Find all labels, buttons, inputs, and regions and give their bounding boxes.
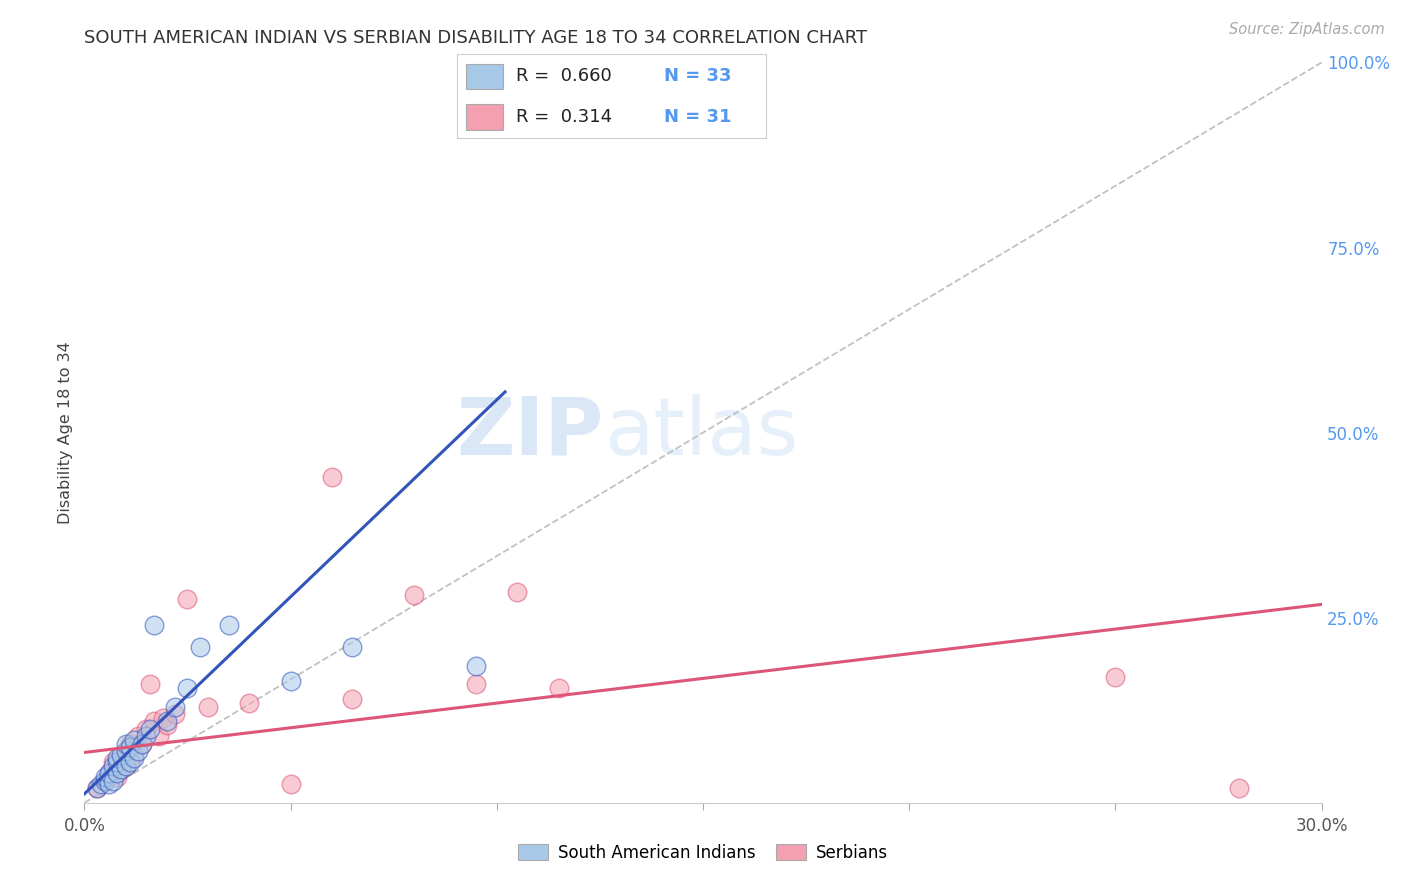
Point — [94, 773, 117, 788]
Point — [135, 722, 157, 736]
Point — [1227, 780, 1250, 795]
Point — [110, 763, 132, 777]
Point — [98, 766, 121, 780]
Point — [105, 755, 128, 769]
Text: atlas: atlas — [605, 393, 799, 472]
Point — [110, 747, 132, 762]
Text: R =  0.314: R = 0.314 — [516, 108, 612, 126]
Text: Source: ZipAtlas.com: Source: ZipAtlas.com — [1229, 22, 1385, 37]
Point — [547, 681, 569, 695]
Text: ZIP: ZIP — [457, 393, 605, 472]
Point — [122, 747, 145, 762]
Point — [156, 714, 179, 729]
Point — [143, 618, 166, 632]
Point — [280, 673, 302, 688]
Point — [280, 777, 302, 791]
Point — [114, 758, 136, 772]
Point — [131, 737, 153, 751]
Point — [139, 722, 162, 736]
Point — [90, 777, 112, 791]
Point — [94, 773, 117, 788]
Point — [165, 706, 187, 721]
Point — [165, 699, 187, 714]
Point — [321, 470, 343, 484]
Point — [176, 592, 198, 607]
Point — [86, 780, 108, 795]
Point — [98, 766, 121, 780]
Point — [465, 658, 488, 673]
Point — [176, 681, 198, 695]
Point — [143, 714, 166, 729]
Point — [342, 640, 364, 655]
Point — [114, 758, 136, 772]
Point — [404, 589, 426, 603]
Y-axis label: Disability Age 18 to 34: Disability Age 18 to 34 — [58, 342, 73, 524]
Point — [152, 711, 174, 725]
Point — [188, 640, 211, 655]
Point — [105, 766, 128, 780]
Point — [218, 618, 240, 632]
Point — [122, 751, 145, 765]
Point — [506, 584, 529, 599]
Point — [122, 732, 145, 747]
Point — [103, 758, 125, 772]
Point — [127, 744, 149, 758]
Point — [105, 751, 128, 765]
Point — [114, 744, 136, 758]
Legend: South American Indians, Serbians: South American Indians, Serbians — [512, 838, 894, 869]
Text: N = 31: N = 31 — [664, 108, 731, 126]
Point — [148, 729, 170, 743]
Point — [156, 718, 179, 732]
FancyBboxPatch shape — [467, 63, 503, 89]
Point — [110, 751, 132, 765]
Point — [114, 737, 136, 751]
Point — [342, 692, 364, 706]
Point — [139, 677, 162, 691]
Point — [127, 729, 149, 743]
FancyBboxPatch shape — [467, 104, 503, 130]
Point — [103, 755, 125, 769]
Point — [135, 729, 157, 743]
Text: R =  0.660: R = 0.660 — [516, 67, 612, 85]
Point — [197, 699, 219, 714]
Point — [465, 677, 488, 691]
Point — [131, 737, 153, 751]
Point — [103, 773, 125, 788]
Text: SOUTH AMERICAN INDIAN VS SERBIAN DISABILITY AGE 18 TO 34 CORRELATION CHART: SOUTH AMERICAN INDIAN VS SERBIAN DISABIL… — [84, 29, 868, 47]
Text: N = 33: N = 33 — [664, 67, 731, 85]
Point — [118, 740, 141, 755]
Point — [94, 770, 117, 784]
Point — [238, 696, 260, 710]
Point — [118, 737, 141, 751]
Point — [118, 755, 141, 769]
Point — [86, 780, 108, 795]
Point — [105, 770, 128, 784]
Point — [114, 744, 136, 758]
Point — [1104, 670, 1126, 684]
Point — [98, 777, 121, 791]
